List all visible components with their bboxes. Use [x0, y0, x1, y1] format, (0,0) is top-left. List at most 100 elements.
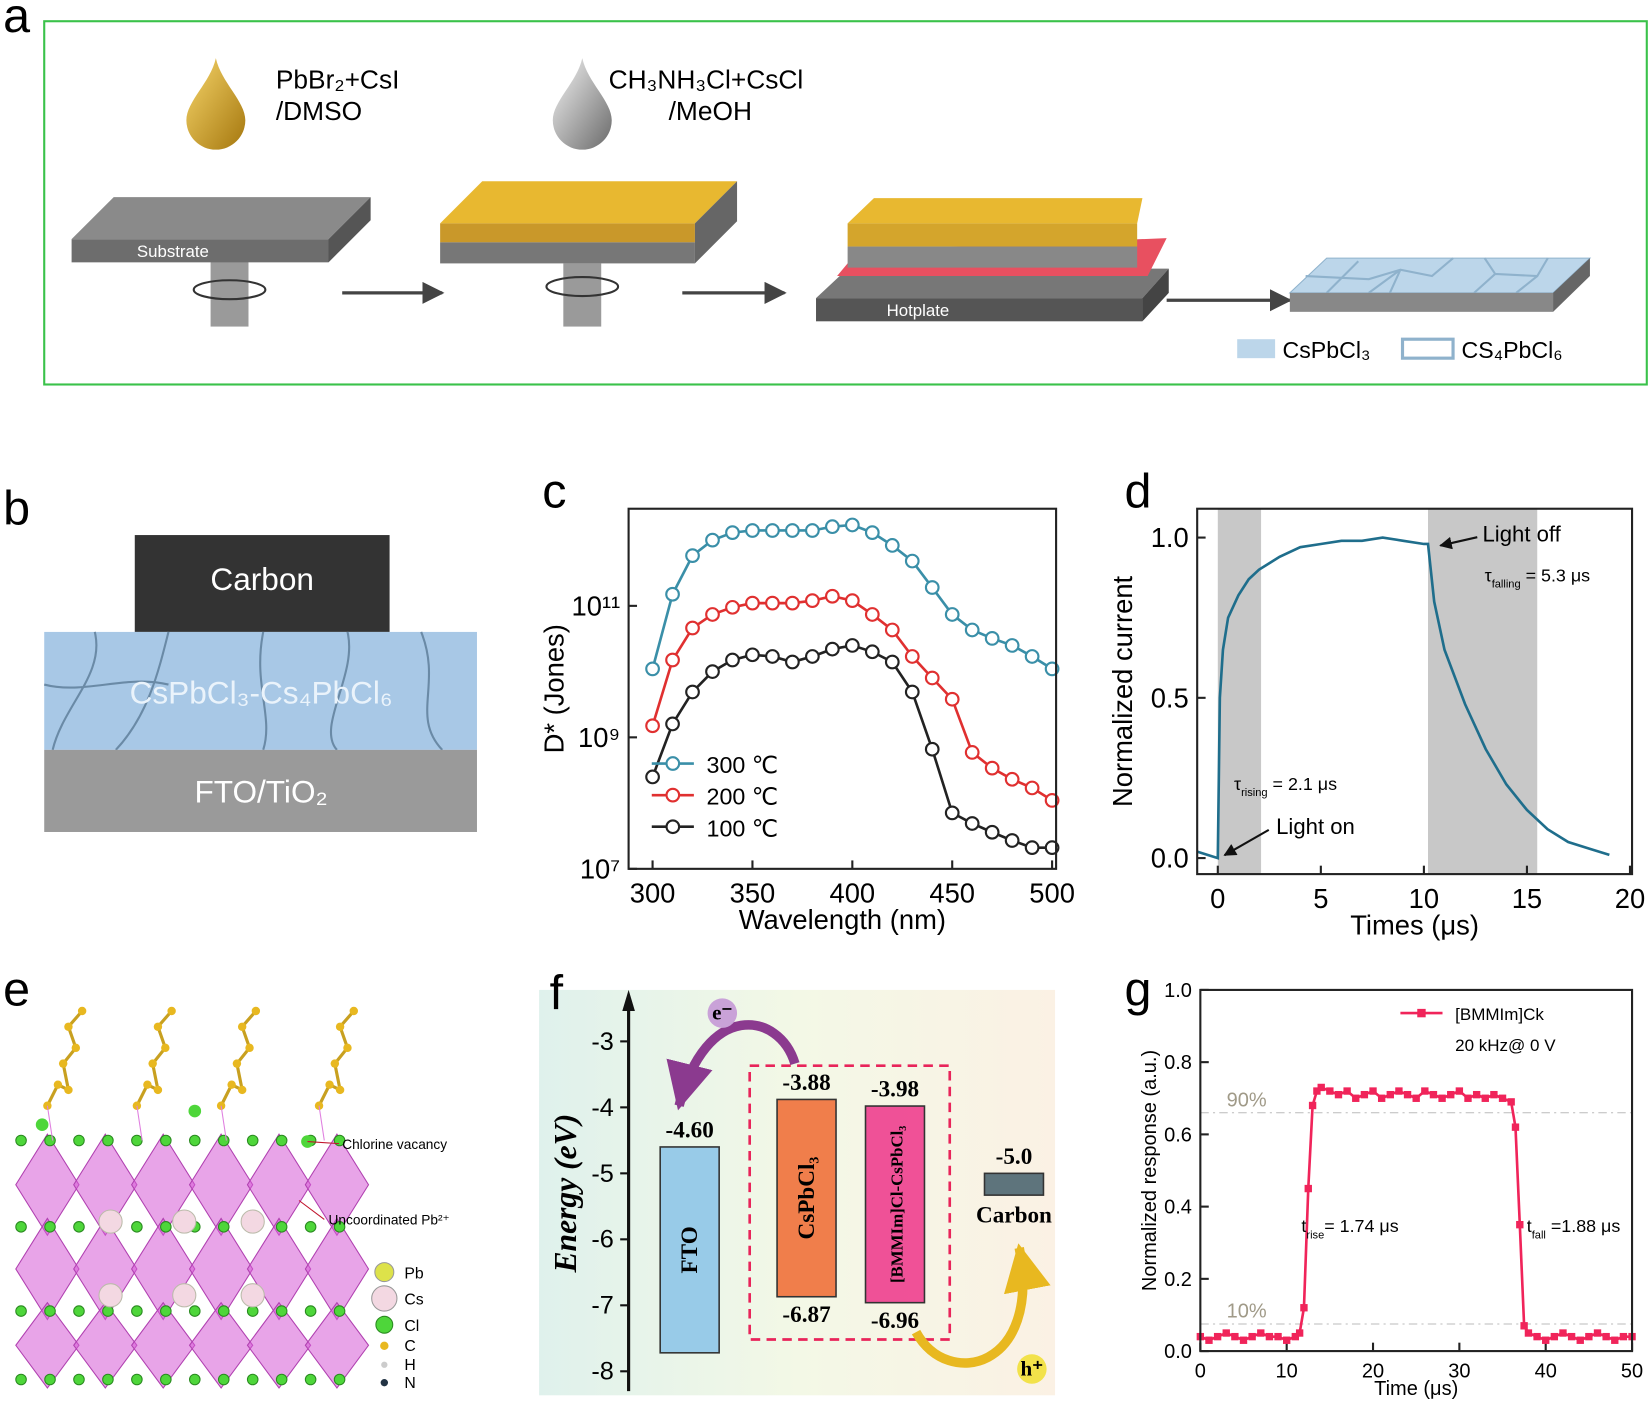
data-point — [884, 538, 900, 553]
y-tick-label: 1.0 — [1164, 980, 1192, 1002]
rotation — [192, 279, 267, 301]
data-point — [745, 523, 760, 538]
atom — [102, 1373, 114, 1386]
data-point — [1352, 1094, 1360, 1102]
legend-marker — [380, 1341, 389, 1351]
data-point — [1304, 1184, 1312, 1193]
legend-swatch — [1400, 337, 1455, 360]
data-point — [864, 607, 880, 622]
legend-label: H — [404, 1357, 415, 1374]
atom — [64, 1085, 73, 1095]
legend-label: C — [404, 1338, 415, 1355]
annotation: h⁺ — [1020, 1356, 1043, 1380]
data-point — [984, 631, 1000, 646]
data-point — [1447, 1090, 1455, 1099]
data-point — [1239, 1336, 1248, 1344]
data-point — [944, 805, 960, 821]
layer-label: FTO/TiO₂ — [194, 774, 327, 810]
annotation: tfall =1.88 μs — [1527, 1216, 1621, 1241]
y-tick-label: -5 — [591, 1160, 613, 1188]
data-point — [924, 580, 940, 595]
annotation: e⁻ — [712, 1000, 732, 1024]
data-point — [1248, 1332, 1256, 1341]
legend-label: [BMMIm]Ck — [1455, 1005, 1544, 1024]
y-tick-label: -3 — [591, 1028, 613, 1056]
y-tick-label: -4 — [591, 1094, 613, 1122]
data-point — [1265, 1332, 1274, 1341]
annotation: τrising = 2.1 μs — [1234, 774, 1337, 799]
panel-label: g — [1125, 963, 1152, 1017]
substrate — [1289, 292, 1554, 312]
annotation: Uncoordinated Pb²⁺ — [329, 1213, 450, 1228]
annotation-part: rise — [1306, 1229, 1324, 1241]
data-point — [1593, 1329, 1602, 1337]
x-tick-label: 400 — [830, 878, 876, 909]
data-point — [1326, 1087, 1334, 1095]
x-tick-label: 10 — [1409, 883, 1439, 914]
chart: 300 350 400 450 500 10⁷ 10⁹ 10¹¹ Wavelength (nm)… — [538, 507, 1075, 935]
layer-label: Carbon — [210, 561, 314, 597]
data-point — [924, 741, 940, 757]
atom — [245, 1043, 254, 1053]
level-label: -6.87 — [782, 1302, 831, 1328]
data-point — [964, 745, 980, 760]
data-point — [645, 661, 660, 677]
data-point — [1343, 1087, 1351, 1095]
legend-marker — [665, 819, 681, 835]
data-point — [665, 716, 680, 732]
legend-label: Cl — [404, 1318, 419, 1335]
atom — [161, 1043, 170, 1053]
data-point — [805, 649, 820, 664]
octahedron — [304, 1301, 370, 1389]
atom — [160, 1221, 172, 1233]
series-line — [1196, 536, 1610, 860]
data-point — [984, 824, 1000, 840]
atom — [189, 1305, 201, 1317]
data-point — [1619, 1332, 1628, 1341]
atom — [275, 1221, 288, 1233]
data-point — [1585, 1332, 1593, 1341]
level-label: -6.96 — [871, 1308, 919, 1334]
y-axis-label: Normalized current — [1107, 575, 1138, 807]
atom — [15, 1221, 27, 1233]
x-tick-label: 20 — [1362, 1360, 1384, 1382]
annotation-part: t — [1301, 1216, 1306, 1236]
chart: 90% 10% 0 10 20 30 40 50 0.0 0.2 0.4 0.6 0.8 1.0 Time … — [1139, 980, 1643, 1400]
legend-label: CS₄PbCl₆ — [1461, 337, 1562, 363]
data-point — [705, 607, 720, 622]
data-point — [904, 649, 920, 664]
x-tick-label: 500 — [1029, 878, 1075, 909]
annotation: Chlorine vacancy — [342, 1137, 447, 1152]
highlight-box — [748, 1064, 952, 1341]
substrate — [328, 197, 371, 263]
atom — [275, 1134, 288, 1147]
data-point — [1360, 1090, 1369, 1099]
atom — [304, 1305, 317, 1317]
reference-label: 10% — [1227, 1301, 1267, 1323]
atom — [58, 1059, 68, 1068]
film — [847, 198, 1143, 224]
octahedron — [130, 1301, 196, 1389]
data-point — [1533, 1332, 1541, 1341]
x-tick-label: 10 — [1276, 1360, 1298, 1382]
rotation — [545, 276, 620, 298]
level-label: -5.0 — [996, 1144, 1033, 1170]
legend-marker — [374, 1262, 395, 1283]
data-point — [765, 523, 780, 538]
legend-swatch — [1237, 339, 1276, 359]
legend-marker — [665, 787, 681, 803]
atom — [188, 1104, 202, 1118]
atom — [143, 1080, 152, 1089]
annotation-part: fall — [1532, 1229, 1546, 1241]
plot-frame — [1199, 988, 1634, 1353]
data-point — [725, 525, 740, 540]
y-tick-label: -7 — [591, 1292, 613, 1320]
hotplate-label: Hotplate — [887, 301, 950, 320]
atom — [333, 1305, 346, 1317]
energy-band — [983, 1172, 1045, 1196]
atom — [240, 1283, 265, 1308]
atom — [44, 1373, 56, 1386]
data-point — [765, 595, 780, 611]
y-axis-label: D* (Jones) — [538, 624, 569, 753]
atom — [240, 1209, 265, 1234]
